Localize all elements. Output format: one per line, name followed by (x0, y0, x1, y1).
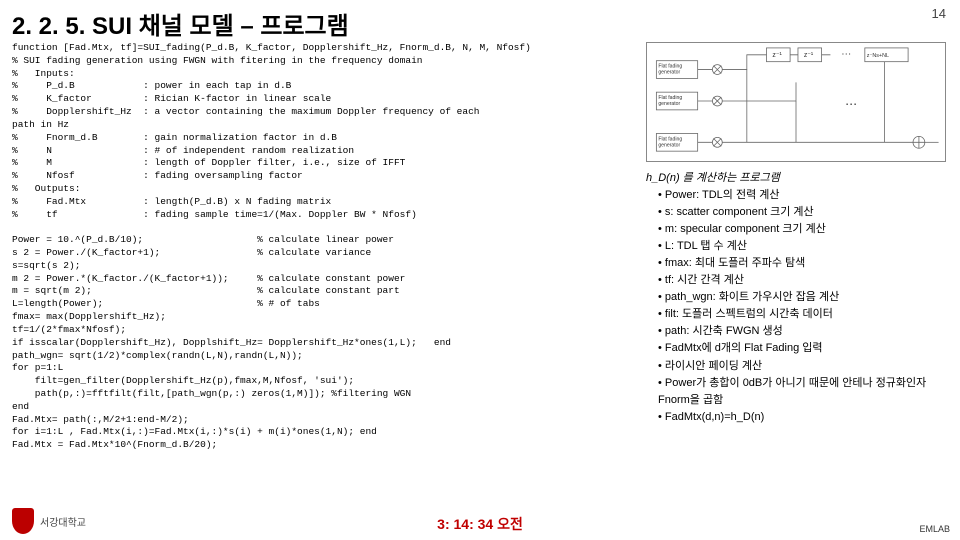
sidebar-item: tf: 시간 간격 계산 (658, 272, 946, 289)
sidebar-item: L: TDL 탭 수 계산 (658, 238, 946, 255)
svg-text:generator: generator (658, 69, 680, 75)
sidebar-item: 라이시안 페이딩 계산 (658, 358, 946, 375)
sidebar-item: m: specular component 크기 계산 (658, 221, 946, 238)
timestamp: 3: 14: 34 오전 (437, 514, 523, 534)
sidebar-item: Power가 총합이 0dB가 아니기 때문에 안테나 정규화인자 Fnorm을… (658, 375, 946, 409)
svg-text:z⁻¹: z⁻¹ (804, 52, 814, 59)
page-number: 14 (932, 6, 946, 21)
description-panel: h_D(n) 를 계산하는 프로그램 Power: TDL의 전력 계산s: s… (646, 170, 946, 426)
sidebar-item: FadMtx(d,n)=h_D(n) (658, 409, 946, 426)
sidebar-item: fmax: 최대 도플러 주파수 탐색 (658, 255, 946, 272)
footer-left: 서강대학교 (12, 508, 86, 534)
sidebar-header: h_D(n) 를 계산하는 프로그램 (646, 170, 946, 187)
sidebar-item: filt: 도플러 스펙트럼의 시간축 데이터 (658, 306, 946, 323)
sidebar-item: path_wgn: 화이트 가우시안 잡음 계산 (658, 289, 946, 306)
sidebar-item: FadMtx에 d개의 Flat Fading 입력 (658, 340, 946, 357)
svg-text:⋯: ⋯ (845, 97, 857, 111)
sidebar-item: Power: TDL의 전력 계산 (658, 187, 946, 204)
sidebar-item: path: 시간축 FWGN 생성 (658, 323, 946, 340)
svg-text:generator: generator (658, 101, 680, 107)
matlab-code-block: function [Fad.Mtx, tf]=SUI_fading(P_d.B,… (12, 42, 632, 452)
block-diagram: ⋯ ⋯ Flat fadinggenerator Flat fadinggene… (646, 42, 946, 162)
svg-text:⋯: ⋯ (841, 49, 851, 60)
university-name: 서강대학교 (40, 514, 86, 529)
sidebar-item: s: scatter component 크기 계산 (658, 204, 946, 221)
slide-title: 2. 2. 5. SUI 채널 모델 – 프로그램 (12, 6, 349, 41)
svg-text:generator: generator (658, 142, 680, 148)
svg-text:z⁻Ns+NL: z⁻Ns+NL (867, 53, 889, 59)
university-shield-icon (12, 508, 34, 534)
sidebar-list: Power: TDL의 전력 계산s: scatter component 크기… (658, 187, 946, 426)
lab-name: EMLAB (919, 524, 950, 534)
svg-text:z⁻¹: z⁻¹ (772, 52, 782, 59)
